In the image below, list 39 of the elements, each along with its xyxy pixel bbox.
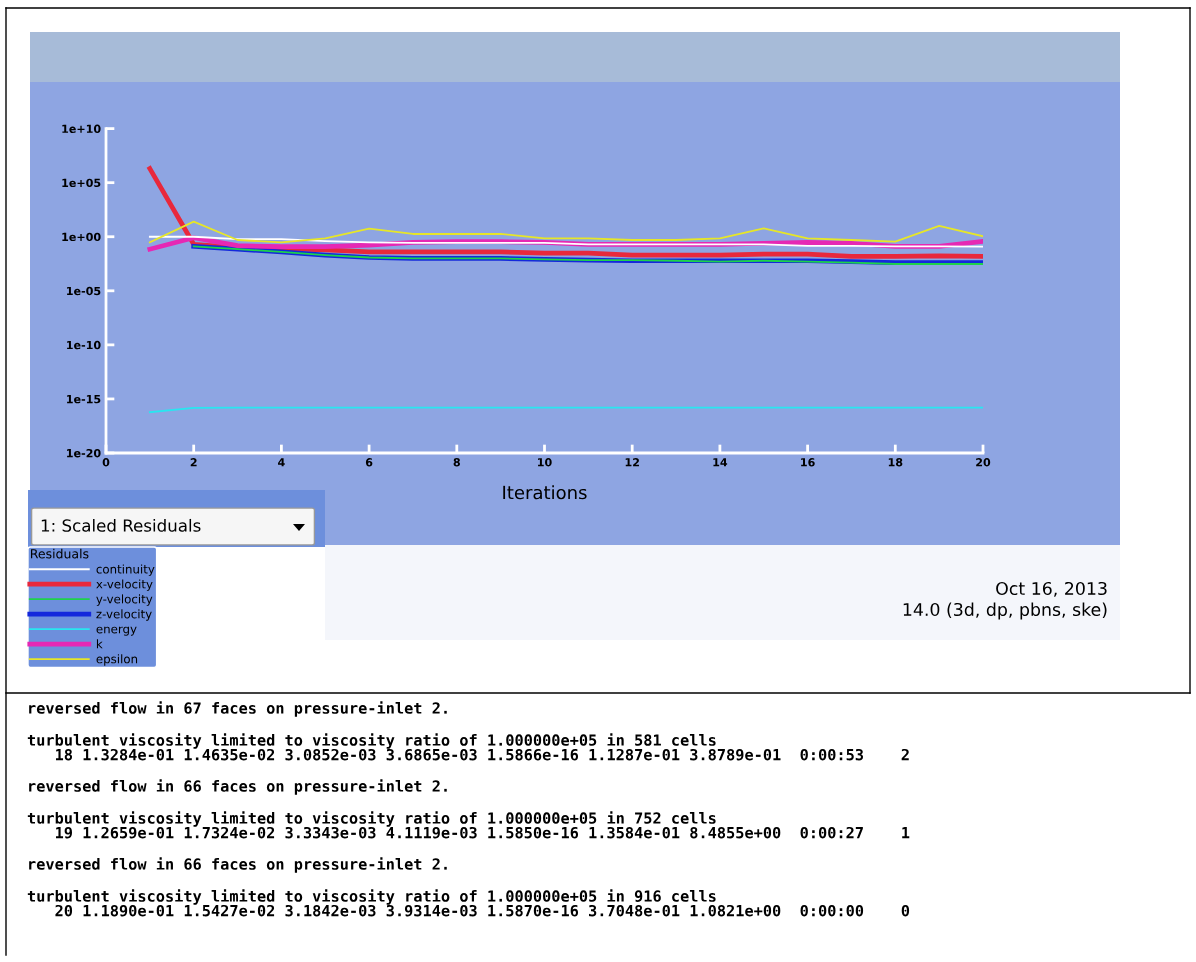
legend-label: y-velocity — [96, 594, 153, 606]
text: 19 1.2659e-01 1.7324e-02 3.3343e-03 4.1119e-03 1.5850e-16 1.3584e-01 8.4855e+00 0:00:27 1 — [56, 826, 910, 839]
text: turbulent viscosity limited to viscosity ratio of 1.000000e+05 in 752 cells — [27, 811, 716, 827]
x-tick-label: 20 — [976, 458, 991, 467]
x-tick-label: 10 — [538, 458, 552, 467]
legend-label: epsilon — [96, 654, 138, 666]
text: turbulent viscosity limited to viscosity ratio of 1.000000e+05 in 581 cells — [27, 733, 716, 749]
text: reversed flow in 66 faces on pressure-inlet 2. — [29, 779, 447, 795]
y-tick-label: 1e-20 — [67, 448, 101, 458]
text: 1: Scaled Residuals — [41, 518, 201, 532]
y-tick-label: 1e-05 — [67, 286, 101, 296]
legend-label: energy — [96, 626, 137, 636]
y-tick-label: 1e-15 — [67, 395, 101, 404]
text: Oct 16, 2013 — [996, 581, 1107, 597]
y-tick-label: 1e-10 — [67, 340, 101, 350]
text: reversed flow in 66 faces on pressure-inlet 2. — [29, 857, 447, 873]
text: 14.0 (3d, dp, pbns, ske) — [903, 602, 1107, 620]
x-tick-label: 0 — [102, 458, 110, 467]
x-tick-label: 2 — [190, 458, 197, 467]
x-tick-label: 16 — [801, 458, 815, 467]
legend-label: continuity — [96, 564, 155, 576]
legend-title: Residuals — [31, 548, 89, 559]
text: 20 1.1890e-01 1.5427e-02 3.1842e-03 3.9314e-03 1.5870e-16 3.7048e-01 1.0821e+00 0:00:00 0 — [55, 904, 910, 917]
x-axis-title: Iterations — [503, 485, 587, 500]
x-tick-label: 4 — [278, 458, 285, 467]
legend-label: z-velocity — [96, 609, 152, 621]
text: turbulent viscosity limited to viscosity ratio of 1.000000e+05 in 916 cells — [27, 889, 716, 905]
x-tick-label: 14 — [713, 458, 728, 467]
x-tick-label: 12 — [625, 458, 639, 467]
y-tick-label: 1e+05 — [62, 178, 101, 188]
text: 18 1.3284e-01 1.4635e-02 3.0852e-03 3.6865e-03 1.5866e-16 1.1287e-01 3.8789e-01 0:00:53 2 — [56, 748, 909, 761]
legend-label: x-velocity — [96, 579, 153, 591]
x-tick-label: 18 — [888, 458, 903, 467]
y-tick-label: 1e+10 — [62, 124, 101, 133]
y-tick-label: 1e+00 — [62, 232, 101, 242]
x-tick-label: 6 — [365, 458, 373, 467]
text: reversed flow in 67 faces on pressure-inlet 2. — [29, 701, 447, 717]
x-tick-label: 8 — [453, 458, 460, 467]
legend-label: k — [96, 639, 103, 649]
